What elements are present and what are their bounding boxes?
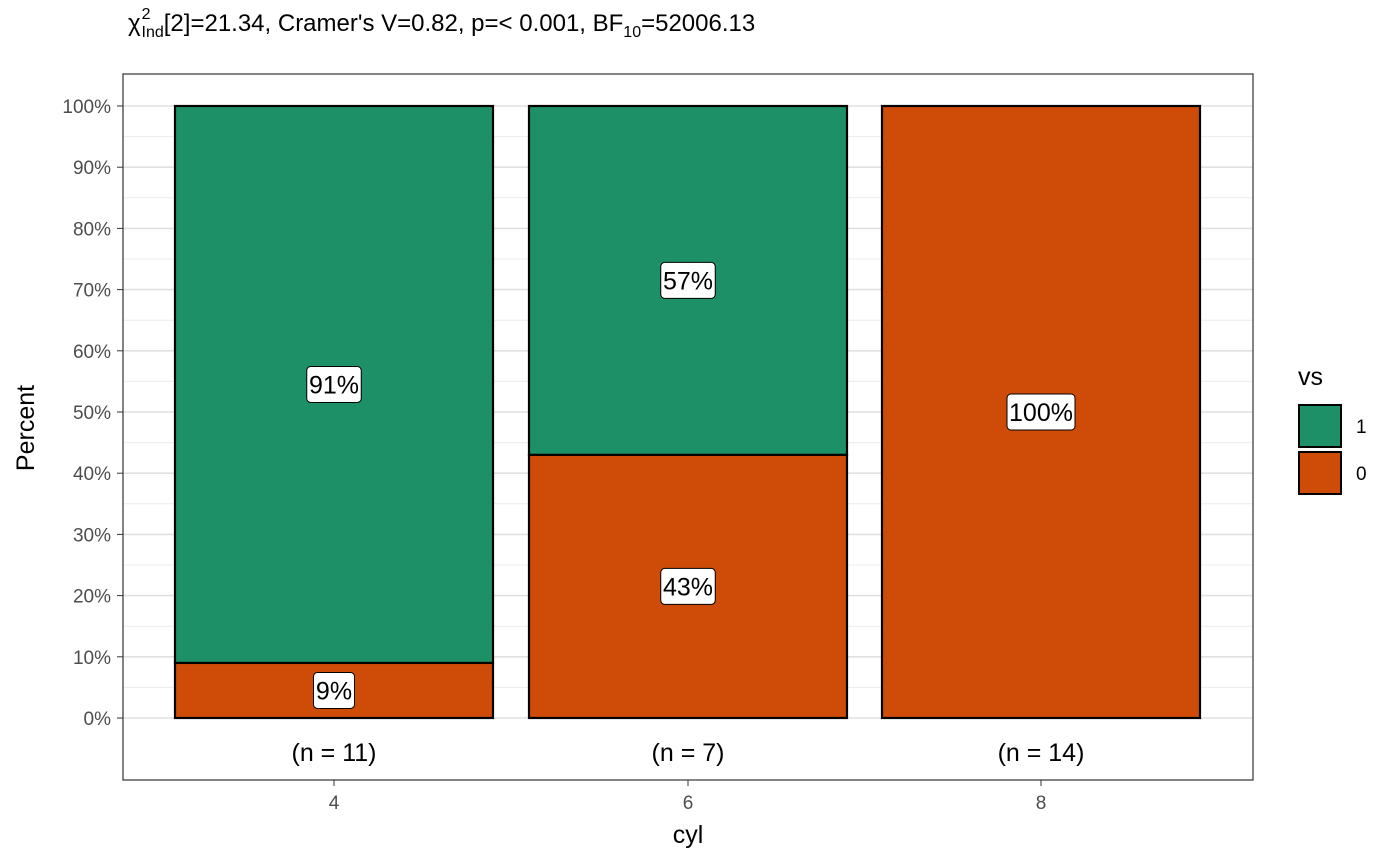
data-label: 43%: [663, 573, 713, 601]
data-label: 91%: [309, 371, 359, 399]
title-chi-sub: Ind: [141, 24, 164, 41]
y-tick-label: 100%: [62, 97, 111, 118]
legend-key: [1298, 451, 1342, 495]
title-text-2: =52006.13: [641, 10, 756, 37]
y-tick-label: 80%: [73, 219, 111, 240]
x-axis-label: cyl: [673, 821, 704, 849]
title-chi-sup: 2: [141, 6, 151, 23]
legend-key: [1298, 404, 1342, 448]
chart-title: χ2Ind[2]=21.34, Cramer's V=0.82, p=< 0.0…: [128, 6, 756, 41]
data-label: 57%: [663, 267, 713, 295]
y-tick-label: 60%: [73, 342, 111, 363]
x-tick-label: 6: [683, 793, 694, 814]
y-axis-label: Percent: [12, 385, 40, 471]
data-label-box: [306, 365, 362, 403]
data-label-box: [660, 261, 716, 299]
data-label-box: [313, 671, 355, 709]
legend-label: 0: [1356, 464, 1367, 485]
count-label: (n = 11): [292, 739, 377, 767]
title-chi-symbol: χ: [128, 10, 141, 37]
count-label: (n = 7): [652, 739, 725, 767]
data-label-box: [660, 567, 716, 605]
legend-title: vs: [1298, 363, 1323, 391]
data-label: 9%: [316, 677, 352, 705]
bar-segment: [527, 104, 849, 456]
y-tick-label: 0%: [84, 709, 112, 730]
title-bf-sub: 10: [623, 24, 642, 41]
y-tick-label: 20%: [73, 587, 111, 608]
y-tick-label: 40%: [73, 464, 111, 485]
data-label-box: [1006, 393, 1076, 431]
y-tick-label: 90%: [73, 158, 111, 179]
y-tick-label: 70%: [73, 281, 111, 302]
x-tick-label: 8: [1036, 793, 1047, 814]
y-tick-label: 10%: [73, 648, 111, 669]
title-text-1: [2]=21.34, Cramer's V=0.82, p=< 0.001, B…: [163, 10, 624, 37]
y-tick-label: 50%: [73, 403, 111, 424]
count-label: (n = 14): [998, 739, 1085, 767]
legend-label: 1: [1356, 417, 1367, 438]
data-label: 100%: [1009, 399, 1073, 427]
y-tick-label: 30%: [73, 525, 111, 546]
x-tick-label: 4: [329, 793, 340, 814]
